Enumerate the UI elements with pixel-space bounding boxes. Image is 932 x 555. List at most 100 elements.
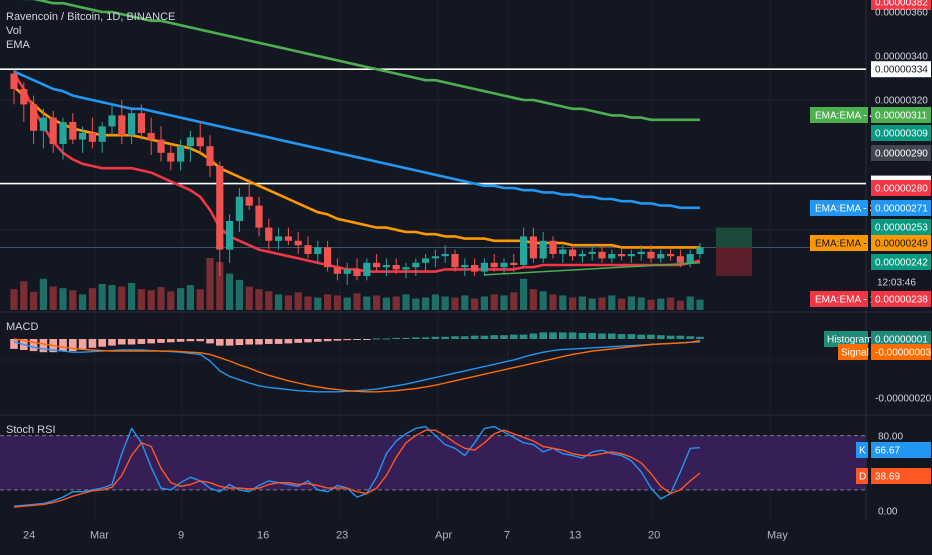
candle-body (667, 254, 675, 257)
macd-histogram-bar (657, 335, 665, 339)
candle-body (637, 251, 645, 254)
volume-bar (69, 290, 77, 310)
vol-legend[interactable]: Vol (6, 25, 22, 37)
macd-histogram-value-bg (871, 331, 931, 347)
ema-4-value: 0.00000311 (871, 107, 931, 123)
price-label-top-clipped: 0.00000382 (871, 0, 931, 10)
macd-histogram-bar (29, 339, 38, 352)
macd-histogram-bar (245, 339, 253, 345)
candle-body (30, 104, 38, 131)
ema-1-value-text: 0.00000238 (875, 295, 928, 306)
macd-histogram-bar (549, 332, 557, 339)
macd-histogram-bar (412, 337, 420, 339)
macd-histogram-bar (500, 335, 508, 339)
ema-4-value-text: 0.00000311 (875, 111, 928, 122)
macd-histogram-bar (98, 339, 106, 347)
candle-body (79, 133, 87, 140)
macd-histogram-bar (39, 339, 48, 353)
ema-1-tag: EMA:EMA - 1 (810, 291, 875, 307)
volume-bar (147, 290, 155, 310)
price-label-grey-bg (871, 145, 931, 161)
volume-bar (598, 297, 606, 310)
candle-body (441, 254, 449, 257)
macd-histogram-bar (235, 339, 244, 346)
chart-legend: Ravencoin / Bitcoin, 1D, BINANCE Vol EMA (6, 10, 175, 52)
countdown-label: 12:03:46 (877, 278, 916, 289)
volume-bar (412, 298, 420, 310)
volume-bar (549, 294, 557, 310)
macd-histogram-bar (480, 335, 489, 339)
x-axis-label-text: 20 (648, 530, 660, 542)
macd-legend[interactable]: MACD (6, 321, 39, 333)
candle-body (510, 262, 518, 265)
macd-histogram-bar (647, 334, 655, 339)
ema-4-tag-text: EMA:EMA - 4 (815, 111, 875, 122)
price-label-green-2-text: 0.00000253 (875, 223, 928, 234)
candle-body (676, 256, 684, 263)
volume-bar (206, 258, 214, 310)
candle-body (275, 236, 283, 241)
volume-bar (353, 293, 361, 310)
ema-2-tag: EMA:EMA - 2 (810, 235, 875, 251)
volume-bar (627, 296, 635, 310)
stoch-legend[interactable]: Stoch RSI (6, 424, 56, 436)
candle-body (696, 247, 704, 254)
candle-body (157, 139, 165, 153)
support-trendline (484, 262, 701, 276)
macd-histogram-bar (206, 339, 214, 344)
macd-histogram-bar (314, 339, 322, 342)
ema-3-line (13, 70, 700, 210)
price-label-level-upper: 0.00000334 (871, 61, 931, 78)
signal-line (13, 338, 701, 393)
candle-body (98, 126, 106, 142)
candle-body (206, 146, 214, 166)
candle-body (549, 240, 557, 254)
candle-body (392, 265, 400, 270)
candle-body (627, 254, 635, 257)
macd-histogram-bar (127, 339, 136, 345)
volume-bar (392, 296, 400, 310)
price-tick: 0.00000360 (875, 8, 928, 19)
candle-body (402, 267, 410, 270)
volume-bar (382, 297, 390, 310)
candle-body (304, 245, 312, 254)
volume-bar (618, 298, 626, 310)
candle-body (657, 254, 665, 259)
candle-body (147, 133, 155, 140)
volume-bar (314, 297, 322, 310)
volume-bar (245, 286, 253, 310)
macd-histogram-bar (461, 336, 469, 339)
macd-histogram-bar (294, 339, 302, 343)
volume-bar (284, 295, 292, 310)
ema-1-tag-text: EMA:EMA - 1 (815, 295, 875, 306)
macd-histogram-bar (627, 334, 636, 339)
ema-legend[interactable]: EMA (6, 39, 30, 51)
candle-body (422, 258, 430, 263)
candle-body (500, 262, 508, 268)
volume-bar (128, 282, 136, 310)
price-label-red-bg (871, 180, 931, 196)
macd-histogram-bar (69, 339, 77, 352)
x-axis-label-text: 13 (569, 530, 581, 542)
candle-body (69, 122, 77, 140)
volume-bar (461, 295, 469, 310)
x-axis-label: 23 (336, 530, 348, 542)
volume-bar (333, 295, 341, 310)
macd-histogram-bar (10, 339, 18, 349)
candle-body (353, 269, 361, 276)
candle-body (333, 267, 341, 274)
macd-axis-tick: -0.00000020 (875, 394, 932, 405)
ema-4-tag-bg (810, 107, 868, 123)
candle-body (245, 196, 253, 206)
candle-body (343, 269, 351, 274)
macd-histogram-bar (304, 339, 312, 343)
volume-bar (637, 297, 645, 310)
macd-histogram-bar (382, 338, 391, 340)
x-axis-label-text: 16 (257, 530, 269, 542)
volume-bar (480, 296, 488, 310)
candle-body (20, 89, 28, 105)
candle-body (373, 262, 381, 268)
price-label-green-2-bg (871, 219, 931, 235)
